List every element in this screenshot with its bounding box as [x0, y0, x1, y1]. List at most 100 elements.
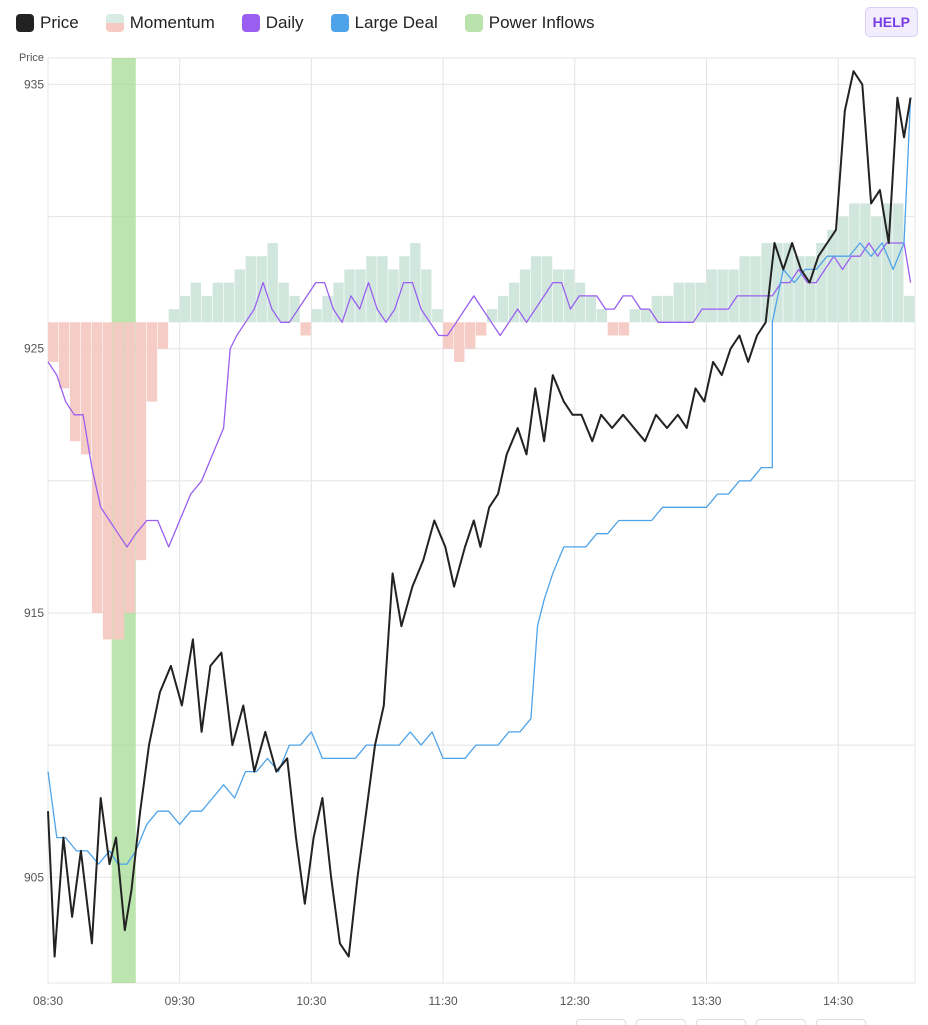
large-deal-line: [47, 97, 912, 865]
momentum-bar-positive: [410, 243, 421, 323]
momentum-bar-negative: [476, 322, 487, 336]
x-tick-label: 09:30: [165, 994, 195, 1008]
momentum-bar-positive: [212, 282, 223, 323]
large-deal-swatch: [330, 14, 349, 32]
price-line: [47, 70, 912, 958]
momentum-bar-negative: [102, 322, 114, 640]
momentum-bar-positive: [256, 256, 267, 323]
momentum-bar-positive: [168, 309, 180, 323]
momentum-bar-positive: [388, 269, 399, 323]
momentum-bar-positive: [651, 295, 662, 323]
legend-label-large-deal: Large Deal: [354, 13, 438, 32]
momentum-bar-positive: [322, 295, 333, 323]
legend-label-price: Price: [40, 13, 79, 32]
momentum-bar-positive: [355, 269, 366, 323]
momentum-bar-negative: [157, 322, 169, 349]
momentum-bar-positive: [245, 256, 256, 323]
legend-item-daily[interactable]: Daily: [241, 13, 304, 33]
momentum-bar-positive: [552, 269, 564, 323]
bottom-tab-strip: [576, 1019, 866, 1025]
momentum-bar-positive: [728, 269, 739, 323]
momentum-bar-positive: [849, 203, 860, 323]
momentum-bar-negative: [135, 322, 147, 561]
momentum-bar-positive: [750, 256, 761, 323]
momentum-bar-positive: [432, 309, 443, 323]
bottom-tab[interactable]: [756, 1019, 806, 1025]
momentum-bar-positive: [201, 295, 213, 323]
momentum-bar-positive: [816, 243, 827, 323]
momentum-bar-negative: [80, 322, 92, 455]
momentum-bar-positive: [860, 203, 871, 323]
momentum-bar-negative: [58, 322, 70, 389]
momentum-bar-negative: [454, 322, 465, 362]
bottom-tab[interactable]: [816, 1019, 866, 1025]
x-tick-label: 12:30: [560, 994, 590, 1008]
momentum-bar-positive: [234, 269, 245, 323]
momentum-bar-positive: [366, 256, 377, 323]
grid: [47, 57, 916, 984]
momentum-bar-positive: [278, 282, 289, 323]
momentum-bar-positive: [289, 295, 300, 323]
momentum-swatch: [105, 14, 124, 32]
momentum-bar-positive: [838, 216, 849, 323]
momentum-bar-positive: [805, 256, 816, 323]
momentum-bars: [48, 203, 915, 640]
momentum-bar-positive: [421, 269, 432, 323]
momentum-bar-positive: [673, 282, 684, 323]
momentum-bar-positive: [585, 295, 597, 323]
momentum-bar-positive: [179, 295, 191, 323]
legend-item-price[interactable]: Price: [16, 13, 79, 33]
momentum-bar-positive: [871, 216, 882, 323]
momentum-bar-negative: [465, 322, 476, 349]
momentum-bar-negative: [48, 322, 59, 362]
momentum-bar-positive: [574, 282, 586, 323]
legend-item-large-deal[interactable]: Large Deal: [330, 13, 438, 33]
momentum-bar-positive: [794, 256, 805, 323]
x-tick-label: 14:30: [823, 994, 853, 1008]
momentum-bar-negative: [618, 322, 630, 336]
momentum-bar-positive: [904, 295, 915, 323]
momentum-bar-positive: [541, 256, 553, 323]
legend-label-daily: Daily: [265, 13, 304, 32]
series-lines: [47, 70, 912, 958]
momentum-bar-positive: [596, 309, 608, 323]
x-tick-label: 11:30: [429, 994, 458, 1008]
momentum-bar-positive: [629, 309, 641, 323]
momentum-bar-positive: [497, 295, 509, 323]
y-tick-label: 905: [24, 870, 44, 884]
momentum-bar-positive: [761, 243, 772, 323]
bottom-tab[interactable]: [696, 1019, 746, 1025]
momentum-bar-positive: [893, 203, 904, 323]
x-tick-label: 10:30: [296, 994, 326, 1008]
momentum-bar-negative: [124, 322, 136, 613]
legend-label-power-inflows: Power Inflows: [488, 13, 595, 32]
plot-frame: [47, 57, 916, 984]
momentum-bar-positive: [223, 282, 234, 323]
daily-line: [47, 242, 912, 548]
momentum-bar-positive: [519, 269, 531, 323]
momentum-bar-positive: [882, 203, 893, 323]
legend-item-power-inflows[interactable]: Power Inflows: [464, 13, 595, 33]
momentum-bar-positive: [377, 256, 388, 323]
momentum-bar-positive: [739, 256, 750, 323]
momentum-bar-positive: [717, 269, 728, 323]
momentum-bar-negative: [91, 322, 103, 613]
momentum-bar-negative: [300, 322, 311, 336]
bottom-tab[interactable]: [636, 1019, 686, 1025]
momentum-bar-positive: [486, 309, 498, 323]
momentum-bar-positive: [684, 282, 695, 323]
momentum-bar-positive: [706, 269, 717, 323]
y-tick-label: 935: [24, 77, 44, 91]
help-button[interactable]: HELP: [864, 7, 918, 37]
momentum-bar-positive: [267, 243, 278, 323]
momentum-bar-positive: [530, 256, 542, 323]
momentum-bar-positive: [640, 309, 652, 323]
daily-swatch: [241, 14, 260, 32]
legend-item-momentum[interactable]: Momentum: [105, 13, 215, 33]
bottom-tab[interactable]: [576, 1019, 626, 1025]
x-tick-label: 13:30: [691, 994, 721, 1008]
momentum-bar-positive: [772, 243, 783, 323]
momentum-bar-positive: [508, 282, 520, 323]
legend: Price Momentum Daily Large Deal Power In…: [16, 9, 622, 37]
